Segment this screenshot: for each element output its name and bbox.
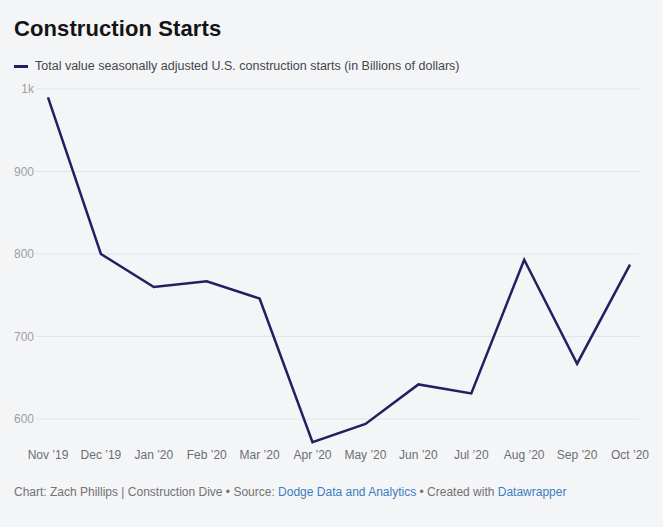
source-link[interactable]: Dodge Data and Analytics [278,485,416,499]
x-axis-label: Jan ’20 [134,448,173,462]
footer-credit: Chart: Zach Phillips | Construction Dive… [14,485,278,499]
x-axis-label: Apr ’20 [294,448,332,462]
x-axis-label: Oct ’20 [611,448,649,462]
chart-title: Construction Starts [14,16,221,42]
x-axis-label: Feb ’20 [187,448,227,462]
x-axis-label: May ’20 [344,448,386,462]
x-axis-label: Sep ’20 [557,448,598,462]
y-axis-tick-label: 800 [0,246,34,262]
chart-card: Construction Starts Total value seasonal… [0,0,663,527]
legend-line-swatch [14,65,28,68]
legend-label: Total value seasonally adjusted U.S. con… [35,59,460,73]
x-axis-label: Jul ’20 [454,448,489,462]
x-axis-label: Dec ’19 [81,448,122,462]
y-axis-tick-label: 1k [0,81,34,97]
datawrapper-link[interactable]: Datawrapper [498,485,567,499]
y-axis-tick-label: 600 [0,411,34,427]
footer-created-with: • Created with [416,485,498,499]
x-axis-label: Nov ’19 [28,448,69,462]
y-axis-tick-label: 900 [0,164,34,180]
legend: Total value seasonally adjusted U.S. con… [14,58,460,74]
footer: Chart: Zach Phillips | Construction Dive… [14,485,566,500]
y-axis-tick-label: 700 [0,329,34,345]
x-axis-label: Jun ’20 [399,448,438,462]
x-axis-label: Mar ’20 [240,448,280,462]
x-axis-label: Aug ’20 [504,448,545,462]
data-line [48,97,630,442]
